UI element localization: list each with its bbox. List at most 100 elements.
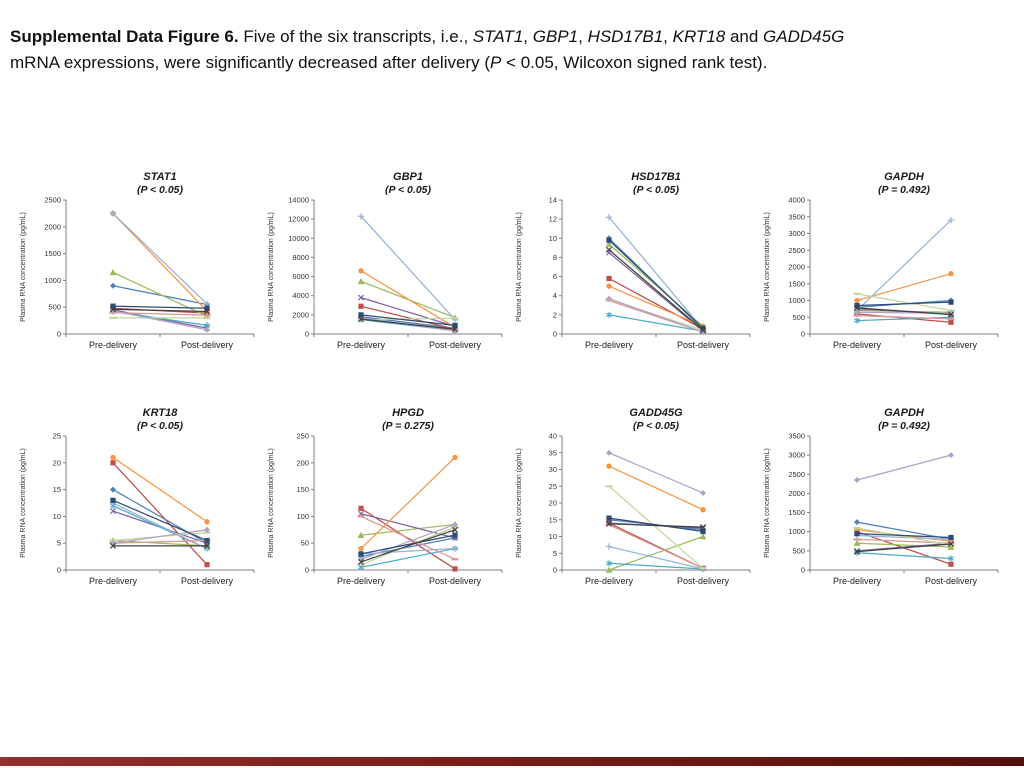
chart-krt18-5: KRT18 (P < 0.05) Plasma RNA concentration … [16,400,264,618]
chart-gadd45g-7: GADD45G (P < 0.05) Plasma RNA concentratio… [512,400,760,618]
series [853,526,955,547]
series [358,532,458,557]
series [110,303,210,311]
y-tick-label: 15 [53,485,61,494]
y-tick-label: 150 [296,485,309,494]
chart-subtitle: (P = 0.492) [878,184,930,196]
x-category-label: Post-delivery [925,576,978,586]
series [854,531,954,541]
y-tick-label: 15 [549,515,557,524]
y-tick-label: 1500 [788,279,805,288]
series [606,449,706,496]
y-tick-label: 14 [549,196,557,205]
x-category-label: Pre-delivery [89,576,138,586]
series [605,533,707,573]
series [109,542,211,549]
chart-svg: GADD45G(P < 0.05) Plasma RNA concentratio… [516,407,751,586]
y-tick-label: 2500 [788,470,805,479]
series [110,486,210,547]
chart-svg: STAT1(P < 0.05) Plasma RNA concentration … [20,171,255,350]
y-axis-label: Plasma RNA concentration (pg/mL) [764,212,771,322]
series [853,540,955,555]
y-axis-label: Plasma RNA concentration (pg/mL) [516,212,523,322]
series [606,463,706,513]
y-axis-label: Plasma RNA concentration (pg/mL) [268,212,275,322]
y-tick-label: 1500 [788,508,805,517]
caption-segment: GADD45G [763,27,845,46]
y-tick-label: 2000 [788,263,805,272]
series [606,237,706,331]
chart-svg: GAPDH(P = 0.492) Plasma RNA concentration… [764,171,999,350]
caption-segment: mRNA expressions, were significantly dec… [10,52,490,72]
chart-title: GBP1 [393,171,423,183]
figure-caption: Supplemental Data Figure 6. Five of the … [10,24,1014,75]
y-tick-label: 0 [305,330,309,339]
y-tick-label: 100 [296,512,309,521]
y-tick-label: 4 [553,291,557,300]
chart-title: HPGD [392,407,424,419]
series [854,452,954,484]
y-tick-label: 500 [48,303,61,312]
y-tick-label: 10 [53,512,61,521]
y-tick-label: 0 [57,566,61,575]
chart-svg: KRT18(P < 0.05) Plasma RNA concentration … [20,407,255,586]
caption-segment: GBP1 [532,27,579,46]
y-tick-label: 0 [553,330,557,339]
y-tick-label: 4000 [788,196,805,205]
chart-subtitle: (P < 0.05) [633,420,680,432]
x-category-label: Post-delivery [429,576,482,586]
y-tick-label: 3500 [788,212,805,221]
x-category-label: Pre-delivery [833,576,882,586]
x-category-label: Pre-delivery [585,576,634,586]
y-tick-label: 2500 [788,246,805,255]
chart-subtitle: (P = 0.492) [878,420,930,432]
y-tick-label: 0 [305,566,309,575]
y-tick-label: 1000 [44,276,61,285]
chart-svg: HPGD(P = 0.275) Plasma RNA concentration … [268,407,503,586]
chart-subtitle: (P = 0.275) [382,420,434,432]
x-category-label: Post-delivery [677,576,730,586]
caption-segment: , [663,27,673,46]
y-tick-label: 10 [549,234,557,243]
y-tick-label: 3000 [788,451,805,460]
chart-gbp1-2: GBP1 (P < 0.05) Plasma RNA concentration (… [264,164,512,382]
y-tick-label: 500 [792,313,805,322]
y-tick-label: 200 [296,458,309,467]
y-tick-label: 8 [553,253,557,262]
y-axis-label: Plasma RNA concentration (pg/mL) [516,448,523,558]
x-category-label: Post-delivery [429,340,482,350]
x-category-label: Pre-delivery [833,340,882,350]
series [853,539,955,550]
chart-svg: GBP1(P < 0.05) Plasma RNA concentration (… [268,171,503,350]
series [357,515,459,561]
chart-title: GAPDH [884,407,925,419]
caption-segment: Five of the six transcripts, i.e., [243,27,473,46]
y-tick-label: 25 [549,482,557,491]
series [357,316,459,333]
series [109,499,211,552]
chart-title: KRT18 [143,407,179,419]
y-tick-label: 40 [549,432,557,441]
series [853,216,955,314]
series [605,520,707,531]
series [605,485,707,570]
chart-stat1-1: STAT1 (P < 0.05) Plasma RNA concentration … [16,164,264,382]
chart-title: HSD17B1 [631,171,681,183]
chart-hsd17b1-3: HSD17B1 (P < 0.05) Plasma RNA concentratio… [512,164,760,382]
x-category-label: Post-delivery [925,340,978,350]
y-tick-label: 0 [553,566,557,575]
series [606,295,706,336]
chart-svg: HSD17B1(P < 0.05) Plasma RNA concentratio… [516,171,751,350]
y-tick-label: 2000 [788,489,805,498]
y-tick-label: 20 [53,458,61,467]
y-tick-label: 0 [801,566,805,575]
series [109,306,211,315]
series [606,515,706,535]
y-tick-label: 2500 [44,196,61,205]
y-tick-label: 25 [53,432,61,441]
y-axis-label: Plasma RNA concentration (pg/mL) [20,212,27,322]
y-tick-label: 2000 [44,222,61,231]
y-tick-label: 35 [549,448,557,457]
y-tick-label: 0 [801,330,805,339]
series [110,282,210,308]
